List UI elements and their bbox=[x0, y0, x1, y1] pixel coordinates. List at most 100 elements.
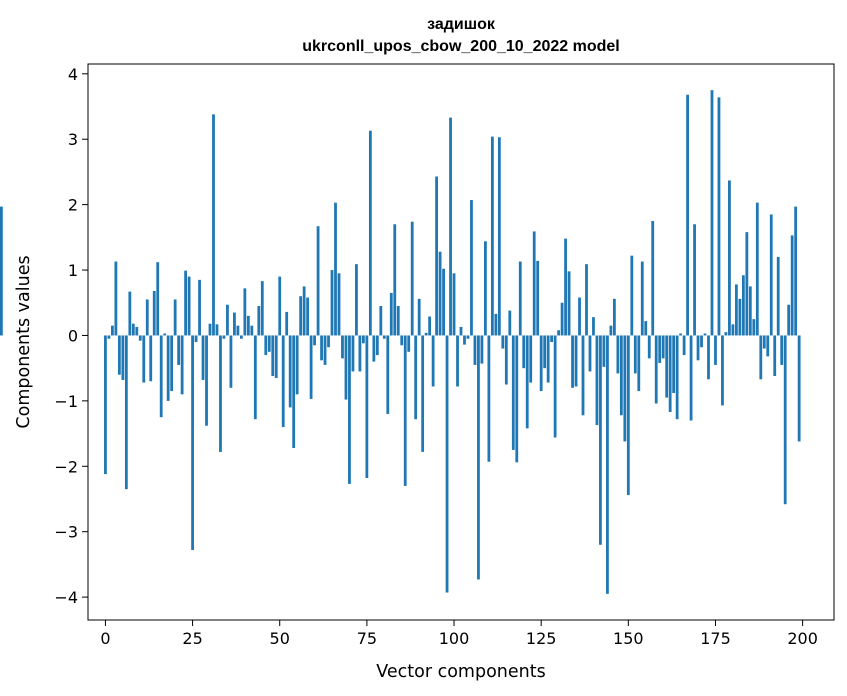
bar bbox=[745, 232, 749, 336]
x-tick-label: 125 bbox=[526, 629, 557, 648]
bar bbox=[414, 335, 418, 420]
bar bbox=[581, 335, 585, 416]
bar bbox=[149, 335, 153, 382]
bar bbox=[759, 335, 763, 380]
bar bbox=[128, 291, 132, 336]
bar bbox=[738, 298, 742, 336]
bar bbox=[379, 306, 383, 336]
bar bbox=[773, 335, 777, 377]
bar bbox=[407, 335, 411, 352]
bar bbox=[599, 335, 602, 545]
x-axis-ticks: 0 25 50 75 100 125 150 175 200 bbox=[100, 620, 818, 648]
bar bbox=[696, 335, 700, 361]
bar bbox=[585, 264, 588, 336]
bar bbox=[226, 304, 229, 336]
bar bbox=[292, 335, 296, 448]
bar bbox=[525, 335, 529, 429]
bar bbox=[351, 335, 355, 372]
bar bbox=[138, 335, 142, 341]
bar bbox=[445, 335, 449, 593]
bar bbox=[473, 335, 477, 365]
bar bbox=[173, 299, 177, 336]
bar bbox=[780, 335, 784, 365]
bar bbox=[490, 136, 494, 336]
bar bbox=[219, 335, 222, 452]
bar bbox=[382, 335, 386, 339]
bar bbox=[431, 335, 435, 387]
bar bbox=[619, 335, 623, 416]
y-tick-label: 3 bbox=[68, 130, 78, 149]
bar bbox=[449, 117, 452, 336]
bar bbox=[515, 335, 519, 463]
bar bbox=[184, 270, 187, 336]
bar bbox=[117, 335, 121, 375]
bar bbox=[320, 335, 323, 361]
bar bbox=[274, 335, 278, 378]
bar bbox=[428, 316, 432, 336]
bar bbox=[243, 288, 247, 336]
bar bbox=[198, 279, 201, 336]
bar bbox=[644, 321, 648, 336]
bar bbox=[362, 335, 365, 344]
bar bbox=[253, 335, 257, 420]
bar bbox=[494, 313, 498, 336]
bar bbox=[421, 335, 425, 452]
bar bbox=[623, 335, 627, 442]
y-tick-label: −1 bbox=[54, 392, 78, 411]
bar bbox=[403, 335, 407, 486]
bar bbox=[693, 224, 696, 336]
bar bbox=[748, 286, 752, 336]
y-tick-label: −3 bbox=[54, 523, 78, 542]
bar bbox=[797, 335, 801, 442]
bar bbox=[163, 333, 167, 336]
bar bbox=[375, 335, 379, 356]
bar bbox=[626, 335, 630, 496]
bar bbox=[703, 333, 707, 336]
bar bbox=[574, 335, 578, 387]
bar bbox=[281, 335, 285, 428]
bar bbox=[229, 335, 233, 388]
bar bbox=[536, 260, 540, 336]
bar bbox=[560, 302, 564, 336]
bar bbox=[278, 276, 282, 336]
bar bbox=[661, 335, 665, 359]
bar bbox=[299, 296, 303, 336]
bar bbox=[724, 332, 728, 336]
bar bbox=[553, 335, 557, 438]
bar-series bbox=[0, 90, 801, 594]
bar bbox=[442, 268, 445, 336]
bar bbox=[337, 273, 341, 336]
bar bbox=[769, 214, 773, 336]
bar bbox=[365, 335, 369, 479]
bar bbox=[668, 335, 672, 412]
bar bbox=[107, 335, 111, 339]
bar bbox=[341, 335, 344, 359]
bar bbox=[484, 241, 487, 336]
bar bbox=[518, 261, 522, 336]
bar bbox=[728, 180, 731, 336]
bar bbox=[532, 231, 536, 336]
bar bbox=[156, 262, 160, 336]
bar bbox=[762, 335, 766, 349]
chart-title: задишок bbox=[427, 16, 496, 33]
bar bbox=[323, 335, 327, 365]
y-axis-label: Components values bbox=[14, 255, 34, 428]
bar bbox=[208, 323, 212, 336]
bar bbox=[567, 271, 571, 336]
bar bbox=[546, 335, 550, 383]
chart-subtitle: ukrconll_upos_cbow_200_10_2022 model bbox=[302, 38, 619, 55]
bar bbox=[400, 335, 404, 346]
bar bbox=[271, 335, 275, 377]
x-tick-label: 75 bbox=[357, 629, 377, 648]
bar bbox=[665, 335, 669, 398]
bar bbox=[131, 323, 135, 336]
bar bbox=[313, 335, 316, 346]
bar bbox=[372, 335, 376, 362]
bar bbox=[595, 335, 599, 426]
bar bbox=[327, 335, 330, 348]
bar bbox=[616, 335, 620, 374]
bar bbox=[438, 251, 442, 336]
bar bbox=[564, 238, 567, 336]
bar bbox=[543, 335, 547, 369]
x-axis-label: Vector components bbox=[376, 662, 545, 682]
